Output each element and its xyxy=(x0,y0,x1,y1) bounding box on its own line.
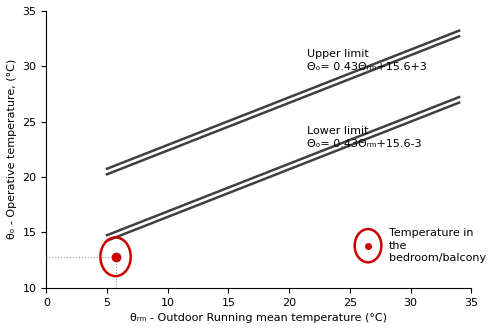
Text: Temperature in
the
bedroom/balcony: Temperature in the bedroom/balcony xyxy=(388,228,486,263)
Y-axis label: θₒ - Operative temperature, (°C): θₒ - Operative temperature, (°C) xyxy=(7,59,17,240)
X-axis label: θᵣₘ - Outdoor Running mean temperature (°C): θᵣₘ - Outdoor Running mean temperature (… xyxy=(130,313,388,323)
Text: Lower limit
Θₒ= 0.43Θᵣₘ+15.6-3: Lower limit Θₒ= 0.43Θᵣₘ+15.6-3 xyxy=(308,126,422,149)
Text: Upper limit
Θₒ= 0.43Θᵣₘ+15.6+3: Upper limit Θₒ= 0.43Θᵣₘ+15.6+3 xyxy=(308,49,427,72)
